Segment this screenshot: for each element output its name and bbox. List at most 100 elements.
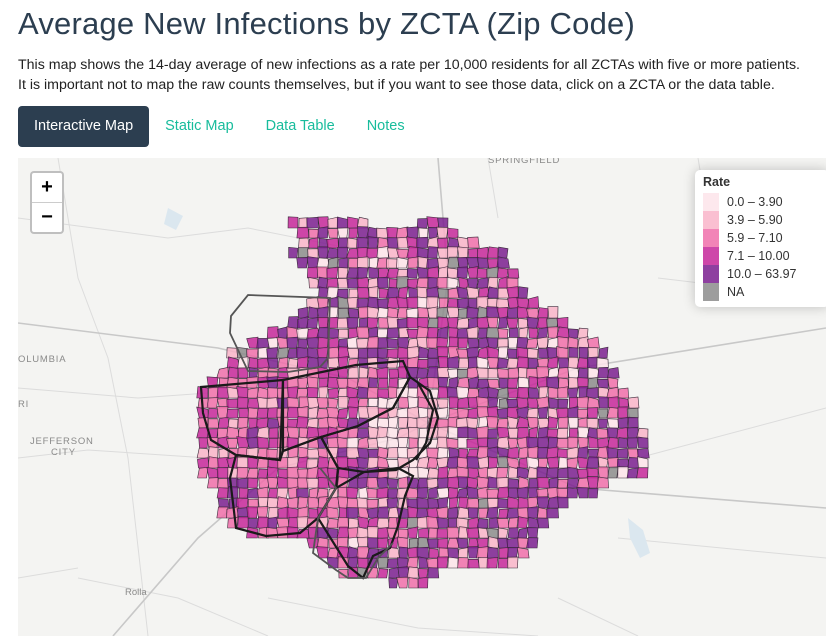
- zcta-region[interactable]: [377, 388, 390, 399]
- zcta-region[interactable]: [356, 428, 370, 439]
- zcta-region[interactable]: [376, 298, 389, 309]
- zcta-region[interactable]: [408, 437, 419, 449]
- zcta-region[interactable]: [247, 387, 259, 399]
- zcta-region[interactable]: [418, 227, 429, 239]
- zcta-region[interactable]: [398, 528, 409, 539]
- zcta-region[interactable]: [407, 516, 419, 529]
- zcta-region[interactable]: [426, 467, 439, 479]
- zcta-region[interactable]: [398, 396, 409, 409]
- zcta-region[interactable]: [357, 447, 369, 459]
- zcta-region[interactable]: [346, 377, 359, 389]
- zcta-region[interactable]: [467, 337, 480, 349]
- zcta-region[interactable]: [497, 498, 509, 509]
- zcta-region[interactable]: [396, 318, 409, 329]
- zcta-region[interactable]: [506, 446, 520, 459]
- zcta-region[interactable]: [457, 246, 469, 259]
- zcta-region[interactable]: [296, 346, 309, 359]
- zcta-region[interactable]: [436, 497, 449, 509]
- zcta-region[interactable]: [367, 317, 379, 329]
- zcta-region[interactable]: [586, 476, 599, 489]
- zcta-region[interactable]: [527, 296, 540, 309]
- zcta-region[interactable]: [326, 556, 339, 569]
- zcta-region[interactable]: [267, 387, 279, 399]
- zcta-region[interactable]: [296, 416, 309, 429]
- zcta-region[interactable]: [368, 326, 379, 339]
- zcta-region[interactable]: [347, 347, 360, 359]
- zcta-region[interactable]: [516, 416, 529, 429]
- zcta-region[interactable]: [386, 497, 399, 509]
- zcta-region[interactable]: [458, 357, 469, 369]
- zcta-region[interactable]: [386, 426, 399, 439]
- zcta-region[interactable]: [587, 347, 599, 359]
- zcta-region[interactable]: [626, 407, 639, 419]
- zcta-region[interactable]: [358, 366, 369, 379]
- zcta-region[interactable]: [626, 467, 639, 479]
- zcta-region[interactable]: [356, 497, 369, 509]
- zcta-region[interactable]: [486, 346, 500, 359]
- zcta-region[interactable]: [536, 436, 549, 449]
- zcta-region[interactable]: [637, 456, 649, 469]
- zcta-region[interactable]: [416, 477, 429, 489]
- zcta-region[interactable]: [548, 397, 559, 409]
- zcta-region[interactable]: [316, 346, 329, 359]
- zcta-region[interactable]: [297, 356, 309, 369]
- zcta-region[interactable]: [287, 386, 299, 399]
- zcta-region[interactable]: [528, 426, 539, 439]
- zcta-region[interactable]: [637, 436, 649, 449]
- zcta-region[interactable]: [497, 537, 509, 549]
- zcta-region[interactable]: [226, 356, 240, 369]
- zcta-region[interactable]: [557, 478, 569, 489]
- zcta-region[interactable]: [436, 516, 449, 529]
- zcta-region[interactable]: [396, 236, 409, 249]
- zcta-region[interactable]: [366, 498, 379, 509]
- zcta-region[interactable]: [357, 507, 369, 519]
- zcta-region[interactable]: [577, 327, 589, 339]
- zcta-region[interactable]: [556, 346, 569, 359]
- zcta-region[interactable]: [436, 326, 449, 339]
- zcta-region[interactable]: [486, 416, 499, 429]
- zcta-region[interactable]: [448, 327, 459, 339]
- zcta-region[interactable]: [466, 417, 479, 429]
- zcta-region[interactable]: [477, 486, 489, 499]
- zcta-region[interactable]: [507, 517, 519, 529]
- zcta-region[interactable]: [306, 426, 320, 439]
- zcta-region[interactable]: [397, 536, 409, 549]
- zcta-region[interactable]: [306, 216, 319, 229]
- zcta-region[interactable]: [337, 227, 349, 239]
- zcta-region[interactable]: [426, 216, 439, 229]
- zcta-region[interactable]: [377, 377, 389, 389]
- zcta-region[interactable]: [246, 468, 259, 479]
- zcta-region[interactable]: [447, 476, 460, 489]
- zcta-region[interactable]: [417, 576, 429, 589]
- zcta-region[interactable]: [507, 307, 519, 319]
- zcta-region[interactable]: [498, 547, 509, 559]
- zcta-region[interactable]: [367, 526, 379, 539]
- zcta-region[interactable]: [397, 446, 409, 459]
- tab-notes[interactable]: Notes: [366, 118, 405, 134]
- zcta-region[interactable]: [476, 356, 489, 369]
- zcta-region[interactable]: [356, 256, 369, 269]
- zcta-region[interactable]: [536, 466, 549, 479]
- zcta-region[interactable]: [336, 408, 349, 419]
- zcta-region[interactable]: [366, 488, 379, 499]
- zcta-region[interactable]: [576, 486, 589, 499]
- zcta-region[interactable]: [537, 426, 549, 439]
- zcta-region[interactable]: [317, 336, 329, 349]
- zcta-region[interactable]: [217, 427, 229, 439]
- zcta-region[interactable]: [456, 297, 470, 309]
- zcta-region[interactable]: [306, 376, 319, 389]
- zcta-region[interactable]: [217, 478, 230, 489]
- zcta-region[interactable]: [297, 406, 309, 419]
- zcta-region[interactable]: [537, 406, 549, 419]
- zcta-region[interactable]: [326, 407, 339, 419]
- zcta-region[interactable]: [467, 248, 479, 259]
- zcta-region[interactable]: [557, 367, 569, 379]
- zcta-region[interactable]: [456, 517, 469, 529]
- zcta-region[interactable]: [507, 367, 519, 379]
- zcta-region[interactable]: [476, 426, 489, 439]
- zcta-region[interactable]: [326, 277, 339, 289]
- zcta-region[interactable]: [366, 336, 379, 349]
- zcta-region[interactable]: [446, 317, 459, 329]
- zcta-region[interactable]: [587, 376, 599, 389]
- zcta-region[interactable]: [308, 276, 319, 289]
